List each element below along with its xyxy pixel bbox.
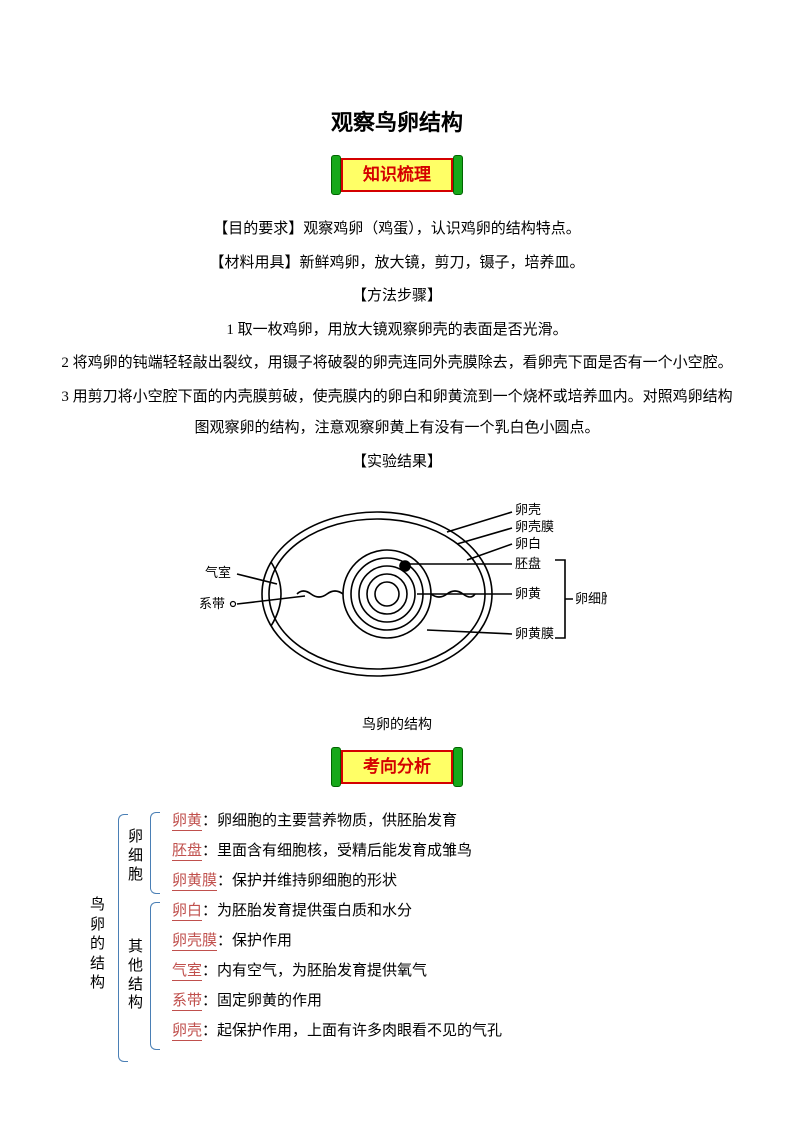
desc: ：卵细胞的主要营养物质，供胚胎发育	[202, 813, 457, 829]
structure-tree: 鸟卵的结构 卵细胞 卵黄：卵细胞的主要营养物质，供胚胎发育 胚盘：里面含有细胞核…	[130, 806, 734, 1046]
scroll-rod-left	[331, 747, 341, 787]
step-2: 2 将鸡卵的钝端轻轻敲出裂纹，用镊子将破裂的卵壳连同外壳膜除去，看卵壳下面是否有…	[60, 348, 734, 380]
list-item: 卵黄：卵细胞的主要营养物质，供胚胎发育	[172, 806, 734, 836]
group1-label: 卵细胞	[128, 828, 146, 884]
list-item: 卵白：为胚胎发育提供蛋白质和水分	[172, 896, 734, 926]
materials-label: 【材料用具】	[209, 255, 299, 271]
scroll-rod-right	[453, 155, 463, 195]
materials-text: 新鲜鸡卵，放大镜，剪刀，镊子，培养皿。	[300, 255, 585, 271]
lbl-shell: 卵壳	[515, 502, 541, 517]
list-item: 气室：内有空气，为胚胎发育提供氧气	[172, 956, 734, 986]
desc: ：固定卵黄的作用	[202, 993, 322, 1009]
lbl-albumen: 卵白	[515, 536, 541, 551]
tree-root-label: 鸟卵的结构	[90, 896, 108, 994]
group2-label: 其他结构	[128, 938, 146, 1013]
lbl-yolkmem: 卵黄膜	[515, 626, 554, 641]
step-3: 3 用剪刀将小空腔下面的内壳膜剪破，使壳膜内的卵白和卵黄流到一个烧杯或培养皿内。…	[60, 382, 734, 445]
lbl-yolk: 卵黄	[515, 586, 541, 601]
term: 气室	[172, 963, 202, 981]
purpose-line: 【目的要求】观察鸡卵（鸡蛋），认识鸡卵的结构特点。	[60, 214, 734, 246]
lbl-eggcell: 卵细胞	[575, 591, 607, 606]
term: 卵壳	[172, 1023, 202, 1041]
list-item: 卵壳膜：保护作用	[172, 926, 734, 956]
purpose-label: 【目的要求】	[213, 221, 303, 237]
group-eggcell: 卵细胞 卵黄：卵细胞的主要营养物质，供胚胎发育 胚盘：里面含有细胞核，受精后能发…	[146, 806, 734, 896]
desc: ：里面含有细胞核，受精后能发育成雏鸟	[202, 843, 472, 859]
purpose-text: 观察鸡卵（鸡蛋），认识鸡卵的结构特点。	[303, 221, 581, 237]
list-item: 卵壳：起保护作用，上面有许多肉眼看不见的气孔	[172, 1016, 734, 1046]
term: 卵壳膜	[172, 933, 217, 951]
bracket-root	[118, 814, 128, 1062]
banner-text: 知识梳理	[363, 157, 431, 193]
bracket-g1	[150, 812, 160, 894]
lbl-shellmem: 卵壳膜	[515, 519, 554, 534]
steps-label: 【方法步骤】	[60, 281, 734, 313]
materials-line: 【材料用具】新鲜鸡卵，放大镜，剪刀，镊子，培养皿。	[60, 248, 734, 280]
result-label: 【实验结果】	[60, 447, 734, 479]
banner-face: 考向分析	[341, 750, 453, 784]
desc: ：为胚胎发育提供蛋白质和水分	[202, 903, 412, 919]
group-other: 其他结构 卵白：为胚胎发育提供蛋白质和水分 卵壳膜：保护作用 气室：内有空气，为…	[146, 896, 734, 1046]
term: 卵白	[172, 903, 202, 921]
term: 卵黄膜	[172, 873, 217, 891]
page-title: 观察鸟卵结构	[60, 100, 734, 146]
desc: ：起保护作用，上面有许多肉眼看不见的气孔	[202, 1023, 502, 1039]
banner-knowledge: 知识梳理	[337, 158, 457, 192]
egg-svg: 卵壳 卵壳膜 卵白 胚盘 卵黄 卵黄膜 卵细胞 气室 系带	[187, 484, 607, 694]
lbl-chalaza: 系带	[199, 596, 225, 611]
desc: ：保护作用	[217, 933, 292, 949]
lbl-air: 气室	[205, 565, 231, 580]
lbl-blasto: 胚盘	[515, 556, 541, 571]
list-item: 胚盘：里面含有细胞核，受精后能发育成雏鸟	[172, 836, 734, 866]
scroll-rod-right	[453, 747, 463, 787]
bracket-g2	[150, 902, 160, 1050]
step-1: 1 取一枚鸡卵，用放大镜观察卵壳的表面是否光滑。	[60, 315, 734, 347]
desc: ：内有空气，为胚胎发育提供氧气	[202, 963, 427, 979]
egg-diagram: 卵壳 卵壳膜 卵白 胚盘 卵黄 卵黄膜 卵细胞 气室 系带	[187, 484, 607, 707]
list-item: 卵黄膜：保护并维持卵细胞的形状	[172, 866, 734, 896]
term: 胚盘	[172, 843, 202, 861]
banner-face: 知识梳理	[341, 158, 453, 192]
scroll-rod-left	[331, 155, 341, 195]
banner-text: 考向分析	[363, 749, 431, 785]
term: 系带	[172, 993, 202, 1011]
desc: ：保护并维持卵细胞的形状	[217, 873, 397, 889]
banner-analysis: 考向分析	[337, 750, 457, 784]
list-item: 系带：固定卵黄的作用	[172, 986, 734, 1016]
term: 卵黄	[172, 813, 202, 831]
diagram-caption: 鸟卵的结构	[60, 711, 734, 740]
